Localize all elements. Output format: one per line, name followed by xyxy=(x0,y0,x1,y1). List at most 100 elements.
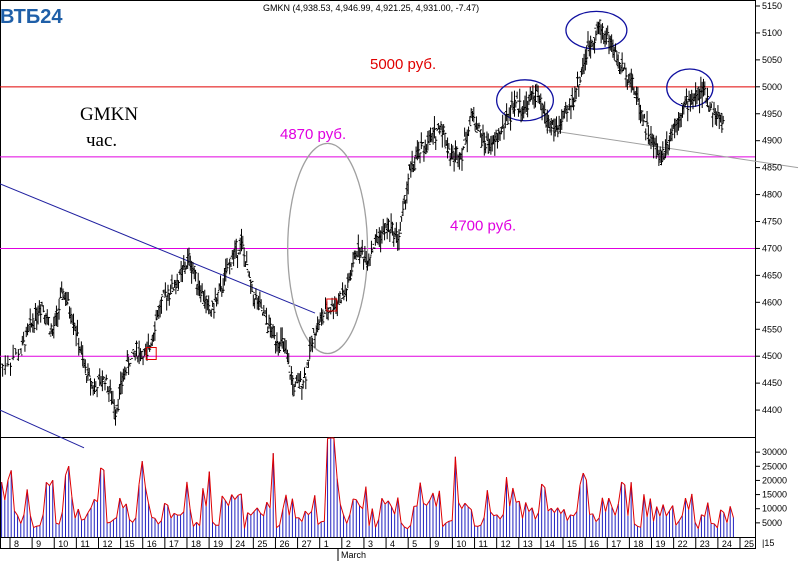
time-tick-label: 10 xyxy=(58,539,68,549)
volume-line xyxy=(493,514,498,517)
time-tick-label: 11 xyxy=(80,539,89,549)
volume-line xyxy=(218,495,223,526)
volume-line xyxy=(608,497,613,508)
volume-line xyxy=(470,509,476,527)
price-tick-label: 4550 xyxy=(762,324,782,334)
volume-line xyxy=(573,511,578,517)
volume-line xyxy=(480,517,485,526)
volume-line xyxy=(649,498,655,522)
time-tick-label: 1 xyxy=(324,539,329,549)
volume-line xyxy=(221,495,226,501)
time-tick-label: 19 xyxy=(656,539,666,549)
volume-line xyxy=(196,521,201,527)
time-tick-label: 17 xyxy=(169,539,179,549)
end-label: |15 xyxy=(762,538,774,548)
volume-line xyxy=(435,490,440,507)
volume-line xyxy=(240,493,245,529)
volume-line xyxy=(212,521,217,526)
volume-line xyxy=(29,515,35,528)
volume-line xyxy=(343,514,348,524)
volume-line xyxy=(349,498,354,515)
volume-line xyxy=(167,505,172,519)
volume-line xyxy=(346,514,351,524)
volume-line xyxy=(272,453,277,528)
volume-line xyxy=(454,456,460,503)
volume-line xyxy=(579,472,584,486)
volume-line xyxy=(688,493,693,510)
volume-line xyxy=(208,471,214,523)
volume-line xyxy=(355,499,360,506)
volume-line xyxy=(371,508,376,528)
volume-line xyxy=(1,482,6,501)
volume-line xyxy=(582,472,587,481)
volume-line xyxy=(726,506,731,523)
time-tick-label: 5 xyxy=(412,539,417,549)
volume-line xyxy=(490,511,495,516)
volume-line xyxy=(231,494,236,500)
volume-tick-label: 5000 xyxy=(762,518,782,528)
volume-line xyxy=(228,494,233,506)
price-tick-label: 4950 xyxy=(762,109,782,119)
volume-line xyxy=(285,494,290,516)
volume-line xyxy=(243,512,249,529)
volume-line xyxy=(675,520,680,526)
volume-line xyxy=(541,483,546,488)
volume-line xyxy=(694,521,699,529)
volume-line xyxy=(518,501,523,519)
pattern-oval xyxy=(495,79,554,122)
time-tick-label: 16 xyxy=(589,539,599,549)
level-label: 4870 руб. xyxy=(280,126,346,143)
volume-line xyxy=(10,470,15,511)
volume-line xyxy=(100,467,105,471)
volume-line xyxy=(496,514,501,520)
volume-line xyxy=(598,497,603,519)
volume-line xyxy=(33,525,37,528)
volume-line xyxy=(68,466,73,498)
price-tick-label: 4500 xyxy=(762,351,782,361)
volume-line xyxy=(234,494,239,500)
volume-line xyxy=(109,519,114,523)
time-tick-label: 25 xyxy=(744,539,754,549)
volume-line xyxy=(662,504,667,517)
volume-line xyxy=(672,505,677,526)
volume-line xyxy=(653,506,658,522)
volume-line xyxy=(570,514,574,517)
volume-line xyxy=(400,522,405,528)
trend-line xyxy=(545,129,799,169)
volume-line xyxy=(368,508,373,526)
volume-line xyxy=(550,507,555,513)
volume-line xyxy=(716,509,722,528)
volume-line xyxy=(423,502,427,506)
volume-line xyxy=(502,477,508,515)
price-tick-label: 5100 xyxy=(762,28,782,38)
volume-line xyxy=(595,517,600,522)
volume-line xyxy=(442,522,447,527)
volume-line xyxy=(701,514,705,517)
volume-line xyxy=(707,502,712,524)
volume-line xyxy=(77,508,82,521)
volume-line xyxy=(521,502,527,519)
volume-line xyxy=(419,482,424,504)
price-tick-label: 4850 xyxy=(762,163,782,173)
volume-line xyxy=(681,497,686,516)
volume-line xyxy=(317,521,322,525)
volume-line xyxy=(170,513,175,519)
volume-line xyxy=(387,500,392,507)
logo-text: ВТБ24 xyxy=(0,6,63,28)
volume-line xyxy=(381,498,386,505)
month-label: March xyxy=(341,550,366,560)
volume-line xyxy=(429,492,434,501)
price-tick-label: 4800 xyxy=(762,190,782,200)
volume-line xyxy=(148,503,153,518)
volume-line xyxy=(323,438,329,522)
volume-line xyxy=(359,505,364,510)
volume-line xyxy=(164,502,169,506)
volume-line xyxy=(138,461,143,485)
volume-line xyxy=(157,520,162,525)
volume-line xyxy=(665,510,670,517)
price-tick-label: 5050 xyxy=(762,55,782,65)
time-tick-label: 24 xyxy=(235,539,245,549)
support-resistance-levels: 5000 руб. 4870 руб. 4700 руб. xyxy=(0,56,755,357)
volume-line xyxy=(74,508,79,519)
signal-marker xyxy=(326,298,338,312)
